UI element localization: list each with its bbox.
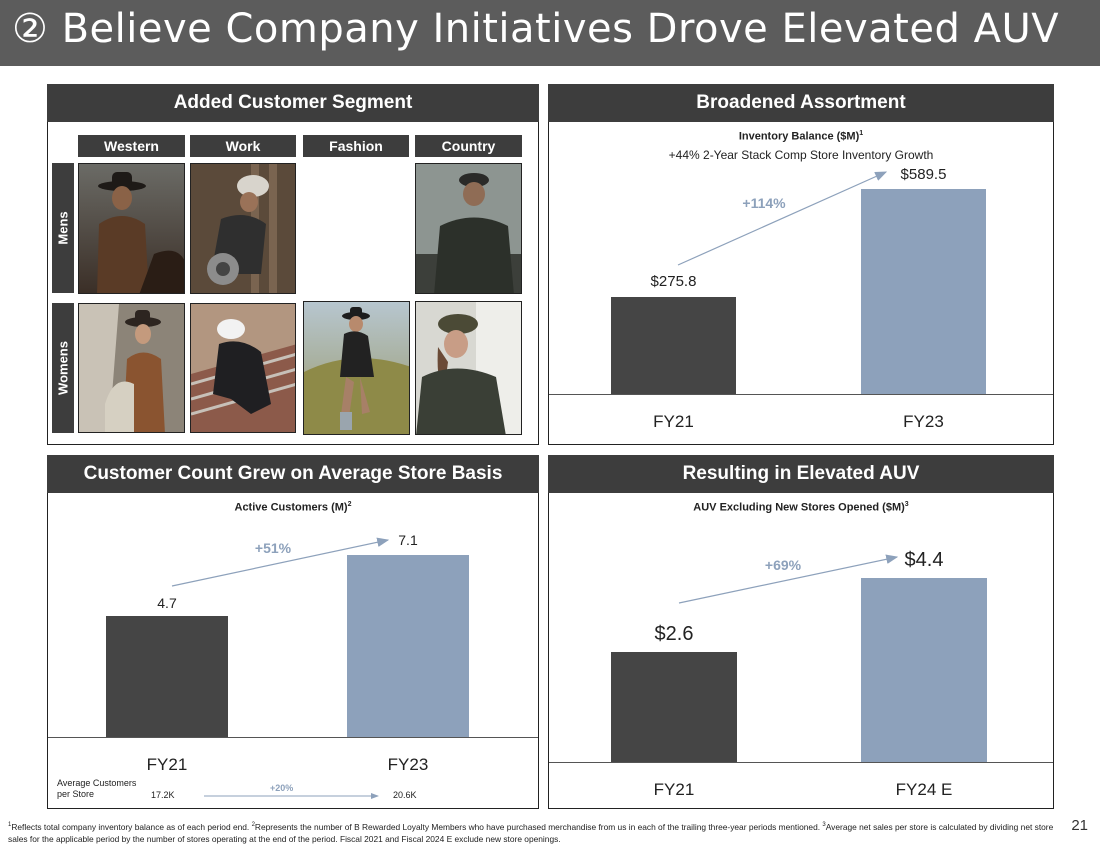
assortment-panel: Broadened Assortment Inventory Balance (…: [548, 84, 1054, 445]
inventory-bar-fy23: [861, 189, 986, 394]
photo-womens-fashion: [303, 301, 410, 435]
inventory-baseline: [549, 394, 1053, 395]
inventory-growth-label: +114%: [742, 195, 786, 211]
customers-growth-arrow: [171, 537, 390, 799]
inventory-value-fy21: $275.8: [650, 273, 697, 290]
customers-value-fy23: 7.1: [398, 532, 418, 548]
auv-growth-label: +69%: [764, 557, 802, 573]
row-mens: Mens: [52, 163, 74, 293]
customers-value-fy21: 4.7: [157, 595, 177, 611]
customers-growth-label: +51%: [254, 540, 292, 556]
customers-cat-fy23: FY23: [387, 755, 429, 774]
auv-cat-fy24e: FY24 E: [895, 780, 953, 799]
column-country: Country: [415, 135, 522, 157]
avg-customers-growth: +20%: [270, 783, 294, 793]
auv-value-fy24e: $4.4: [904, 549, 944, 571]
photo-mens-country: [415, 163, 522, 294]
photo-womens-work: [190, 303, 296, 433]
auv-cat-fy21: FY21: [653, 780, 695, 799]
customers-chart-title: Active Customers (M)2: [234, 501, 352, 514]
title-bar: ② Believe Company Initiatives Drove Elev…: [0, 0, 1100, 66]
auv-growth-arrow: [678, 554, 899, 604]
auv-bar-fy24e: [861, 578, 987, 762]
customer-count-header: Customer Count Grew on Average Store Bas…: [47, 455, 539, 493]
customers-bar-fy23: [347, 555, 469, 737]
column-fashion: Fashion: [303, 135, 409, 157]
inventory-growth-arrow: [677, 171, 888, 266]
inventory-bar-fy21: [611, 297, 736, 394]
customer-segment-header: Added Customer Segment: [47, 84, 539, 122]
avg-customers-label: Average Customers per Store: [57, 778, 137, 799]
auv-value-fy21: $2.6: [654, 623, 694, 645]
inventory-chart-title: Inventory Balance ($M)1: [738, 130, 864, 143]
photo-mens-western: [78, 163, 185, 294]
photo-womens-western: [78, 303, 185, 433]
customer-count-panel: Customer Count Grew on Average Store Bas…: [47, 455, 539, 809]
auv-header: Resulting in Elevated AUV: [548, 455, 1054, 493]
footnote: 1Reflects total company inventory balanc…: [8, 821, 1054, 844]
inventory-chart-subtitle: +44% 2-Year Stack Comp Store Inventory G…: [668, 148, 934, 162]
customers-cat-fy21: FY21: [146, 755, 188, 774]
inventory-cat-fy23: FY23: [903, 412, 944, 431]
row-womens: Womens: [52, 303, 74, 433]
page-number: 21: [1071, 817, 1088, 834]
auv-chart-title: AUV Excluding New Stores Opened ($M)3: [693, 501, 909, 514]
assortment-header: Broadened Assortment: [548, 84, 1054, 122]
avg-customers-fy21: 17.2K: [151, 790, 175, 800]
inventory-value-fy23: $589.5: [900, 166, 947, 183]
inventory-cat-fy21: FY21: [653, 412, 694, 431]
photo-mens-work: [190, 163, 296, 294]
auv-baseline: [549, 762, 1053, 763]
auv-bar-fy21: [611, 652, 737, 762]
customers-baseline: [48, 737, 538, 738]
photo-womens-country: [415, 301, 522, 435]
customers-bar-fy21: [106, 616, 228, 737]
column-work: Work: [190, 135, 296, 157]
avg-customers-fy23: 20.6K: [393, 790, 417, 800]
column-western: Western: [78, 135, 185, 157]
page-title: ② Believe Company Initiatives Drove Elev…: [12, 6, 1060, 52]
auv-panel: Resulting in Elevated AUV AUV Excluding …: [548, 455, 1054, 809]
